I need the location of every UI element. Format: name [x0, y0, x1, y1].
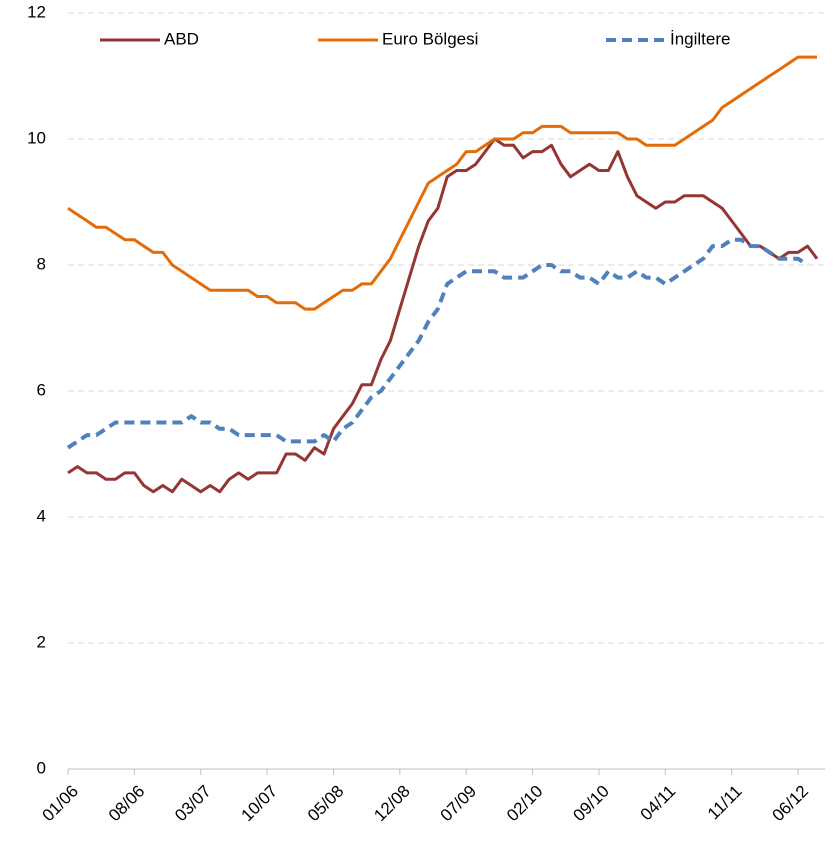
- y-tick-label: 8: [37, 254, 46, 273]
- y-tick-label: 10: [27, 128, 46, 147]
- x-tick-label: 10/07: [238, 782, 282, 826]
- series-line: [66, 237, 809, 450]
- x-tick-label: 08/06: [105, 782, 149, 826]
- x-tick-label: 02/10: [503, 782, 547, 826]
- legend-label: İngiltere: [670, 29, 730, 48]
- x-tick-label: 05/08: [304, 782, 348, 826]
- x-tick-label: 04/11: [637, 782, 680, 825]
- x-tick-label: 06/12: [769, 782, 813, 826]
- x-tick-label: 11/11: [704, 782, 746, 824]
- y-tick-label: 2: [37, 632, 46, 651]
- y-tick-label: 12: [27, 2, 46, 21]
- y-tick-label: 0: [37, 758, 46, 777]
- legend-label: ABD: [164, 29, 199, 48]
- legend-label: Euro Bölgesi: [382, 29, 478, 48]
- series-line: [67, 137, 819, 494]
- x-tick-label: 01/06: [38, 782, 82, 826]
- series-line: [67, 55, 817, 311]
- x-tick-label: 07/09: [437, 782, 481, 826]
- y-tick-label: 4: [37, 506, 46, 525]
- y-tick-label: 6: [37, 380, 46, 399]
- x-tick-label: 03/07: [171, 782, 215, 826]
- x-tick-label: 09/10: [569, 782, 613, 826]
- x-tick-label: 12/08: [370, 782, 414, 826]
